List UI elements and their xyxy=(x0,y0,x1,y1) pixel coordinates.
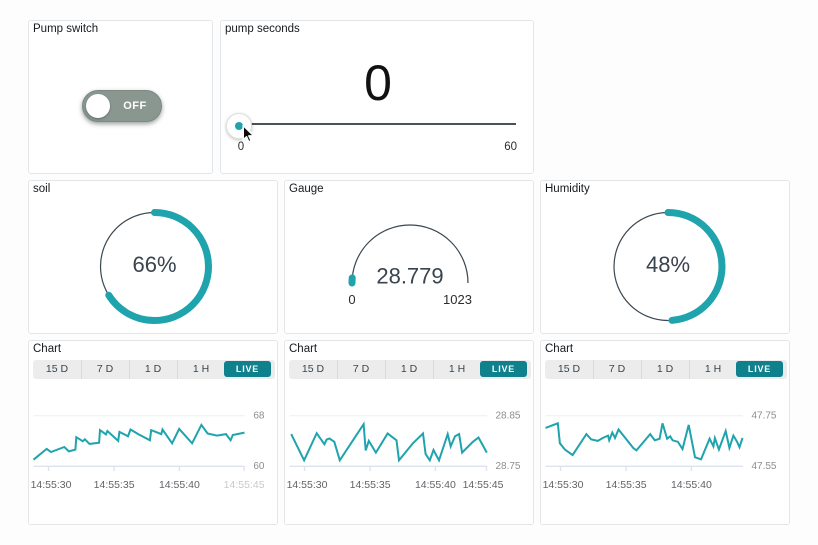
svg-text:28.85: 28.85 xyxy=(495,411,520,422)
svg-text:1023: 1023 xyxy=(443,292,472,307)
svg-text:14:55:35: 14:55:35 xyxy=(94,479,135,491)
svg-text:68: 68 xyxy=(253,411,265,422)
svg-text:14:55:30: 14:55:30 xyxy=(287,479,328,491)
svg-text:14:55:35: 14:55:35 xyxy=(606,479,647,491)
svg-text:66%: 66% xyxy=(132,252,176,277)
svg-text:48%: 48% xyxy=(646,252,690,277)
svg-text:28.75: 28.75 xyxy=(495,461,520,472)
svg-text:14:55:40: 14:55:40 xyxy=(159,479,200,491)
svg-text:0: 0 xyxy=(348,292,355,307)
svg-text:14:55:35: 14:55:35 xyxy=(350,479,391,491)
svg-text:47.75: 47.75 xyxy=(751,411,776,422)
svg-text:60: 60 xyxy=(253,461,265,472)
svg-text:14:55:40: 14:55:40 xyxy=(415,479,456,491)
svg-text:14:55:30: 14:55:30 xyxy=(543,479,584,491)
svg-text:14:55:45: 14:55:45 xyxy=(463,479,504,491)
svg-text:28.779: 28.779 xyxy=(376,264,443,289)
svg-text:14:55:40: 14:55:40 xyxy=(671,479,712,491)
svg-text:14:55:45: 14:55:45 xyxy=(224,479,265,491)
svg-text:14:55:30: 14:55:30 xyxy=(31,479,72,491)
svg-text:47.55: 47.55 xyxy=(751,461,776,472)
